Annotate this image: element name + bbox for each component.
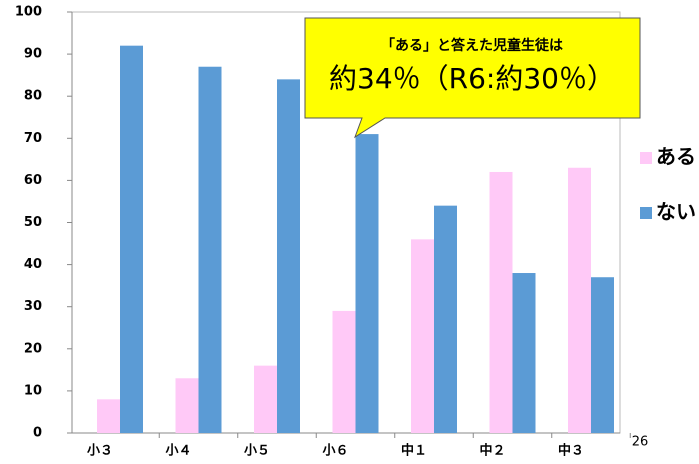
x-tick-label: 小５	[244, 444, 270, 459]
legend-label: ある	[656, 145, 696, 169]
bar	[568, 167, 591, 433]
bar	[254, 365, 277, 433]
x-tick-label: 中２	[479, 443, 505, 459]
legend-swatch	[640, 152, 652, 164]
bar	[198, 66, 222, 433]
bar	[434, 205, 457, 433]
bar	[489, 171, 513, 434]
bar	[120, 45, 143, 434]
legend-swatch	[640, 207, 652, 219]
page-number: 26	[632, 435, 649, 450]
y-tick-label: 50	[24, 215, 42, 230]
annotation: 「ある」と答えた児童生徒は	[381, 37, 563, 54]
y-tick-label: 30	[24, 299, 42, 314]
y-tick-label: 100	[15, 5, 42, 20]
x-tick-label: 中１	[401, 443, 427, 459]
bar	[591, 277, 614, 433]
bar	[332, 310, 356, 433]
y-tick-label: 20	[24, 341, 42, 356]
x-tick-label: 小６	[322, 444, 348, 459]
bar	[97, 399, 120, 433]
callout	[304, 17, 641, 139]
bar	[175, 378, 199, 433]
x-tick-label: 中３	[558, 443, 584, 459]
y-tick-label: 60	[24, 173, 42, 188]
y-tick-label: 70	[24, 131, 42, 146]
bar	[277, 79, 300, 434]
x-tick-label: 小４	[165, 444, 191, 459]
bar	[355, 134, 379, 433]
bar	[512, 273, 536, 433]
y-tick-label: 40	[24, 257, 42, 272]
bar	[411, 239, 434, 433]
y-tick-label: 10	[24, 383, 42, 398]
legend-label: ない	[656, 200, 696, 224]
x-tick-label: 小３	[87, 444, 113, 459]
y-tick-label: 90	[24, 47, 42, 62]
y-tick-label: 80	[24, 89, 42, 104]
y-tick-label: 0	[33, 426, 42, 441]
annotation: 約34％（R6:約30％）	[329, 62, 615, 95]
